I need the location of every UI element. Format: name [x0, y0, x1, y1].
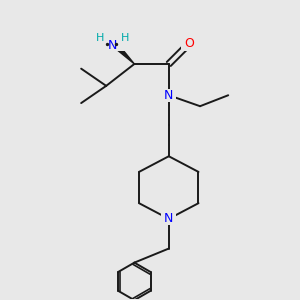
Text: N: N [164, 212, 173, 225]
Text: N: N [108, 39, 117, 52]
Bar [90, 31, 135, 51]
Text: H: H [121, 33, 129, 43]
Polygon shape [110, 40, 134, 64]
Bar [161, 89, 176, 102]
Text: H: H [96, 33, 104, 43]
Bar [161, 212, 176, 225]
Text: N: N [164, 89, 173, 102]
Text: O: O [184, 37, 194, 50]
Bar [181, 37, 197, 50]
